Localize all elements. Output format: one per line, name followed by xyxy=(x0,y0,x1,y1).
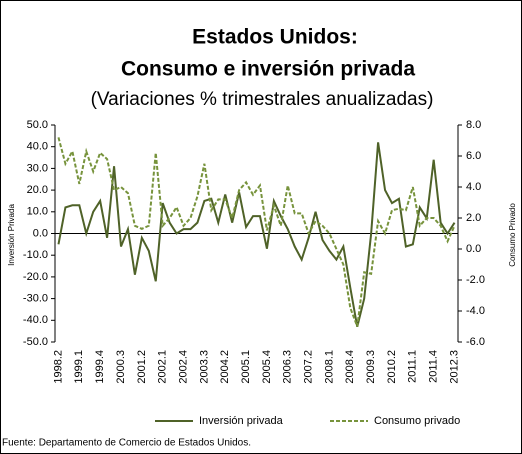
x-tick-label: 2011.1 xyxy=(407,350,419,383)
chart-title-line: Consumo e inversión privada xyxy=(121,58,415,81)
x-tick-label: 2007.2 xyxy=(303,350,315,384)
y-axis-title: Inversión Privada xyxy=(7,204,16,266)
y2-tick-label: 4.0 xyxy=(466,181,481,193)
y-tick-label: 10.0 xyxy=(27,206,48,218)
x-tick-label: 2008.4 xyxy=(344,350,356,384)
x-tick-label: 2002.1 xyxy=(157,350,169,384)
x-tick-label: 2005.4 xyxy=(261,350,273,384)
y2-tick-label: -6.0 xyxy=(466,336,485,348)
x-tick-label: 2012.3 xyxy=(448,350,460,384)
x-tick-label: 2006.3 xyxy=(282,350,294,384)
y2-tick-label: 0.0 xyxy=(466,243,481,255)
y-tick-label: -20.0 xyxy=(23,271,48,283)
y2-tick-label: 8.0 xyxy=(466,119,481,131)
y-tick-label: 50.0 xyxy=(27,119,48,131)
y2-tick-label: 2.0 xyxy=(466,212,481,224)
y2-tick-label: 6.0 xyxy=(466,150,481,162)
x-tick-label: 1999.4 xyxy=(94,350,106,384)
chart-subtitle: (Variaciones % trimestrales anualizadas) xyxy=(91,89,434,110)
y-tick-label: 30.0 xyxy=(27,162,48,174)
y-tick-label: -40.0 xyxy=(23,314,48,326)
legend-label: Inversión privada xyxy=(199,415,284,427)
y-tick-label: 0.0 xyxy=(33,227,48,239)
y2-tick-label: -2.0 xyxy=(466,274,485,286)
legend-label: Consumo privado xyxy=(374,415,460,427)
x-tick-label: 2009.3 xyxy=(365,350,377,384)
y2-axis-title: Consumo Privado xyxy=(508,203,517,267)
y-tick-label: 40.0 xyxy=(27,141,48,153)
x-tick-label: 2001.2 xyxy=(136,350,148,384)
source-note: Fuente: Departamento de Comercio de Esta… xyxy=(2,438,251,449)
y2-tick-label: -4.0 xyxy=(466,305,485,317)
x-tick-label: 2004.2 xyxy=(219,350,231,384)
y-tick-label: 20.0 xyxy=(27,184,48,196)
y-tick-label: -10.0 xyxy=(23,249,48,261)
series-line xyxy=(57,142,456,328)
y-tick-label: -50.0 xyxy=(23,336,48,348)
series-line xyxy=(57,137,456,327)
x-tick-label: 2003.3 xyxy=(198,350,210,384)
x-tick-label: 2002.4 xyxy=(177,350,189,384)
y-tick-label: -30.0 xyxy=(23,293,48,305)
x-tick-label: 2000.3 xyxy=(115,350,127,384)
x-tick-label: 2010.2 xyxy=(386,350,398,384)
x-tick-label: 2011.4 xyxy=(428,350,440,383)
x-tick-label: 1998.2 xyxy=(52,350,64,384)
x-tick-label: 2008.1 xyxy=(323,350,335,384)
x-tick-label: 2005.1 xyxy=(240,350,252,384)
x-tick-label: 1999.1 xyxy=(73,350,85,384)
chart-title: Estados Unidos: xyxy=(192,26,358,49)
